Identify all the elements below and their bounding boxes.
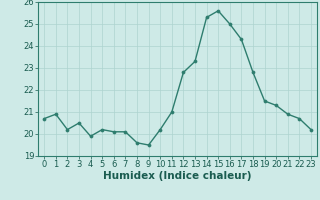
X-axis label: Humidex (Indice chaleur): Humidex (Indice chaleur)	[103, 171, 252, 181]
